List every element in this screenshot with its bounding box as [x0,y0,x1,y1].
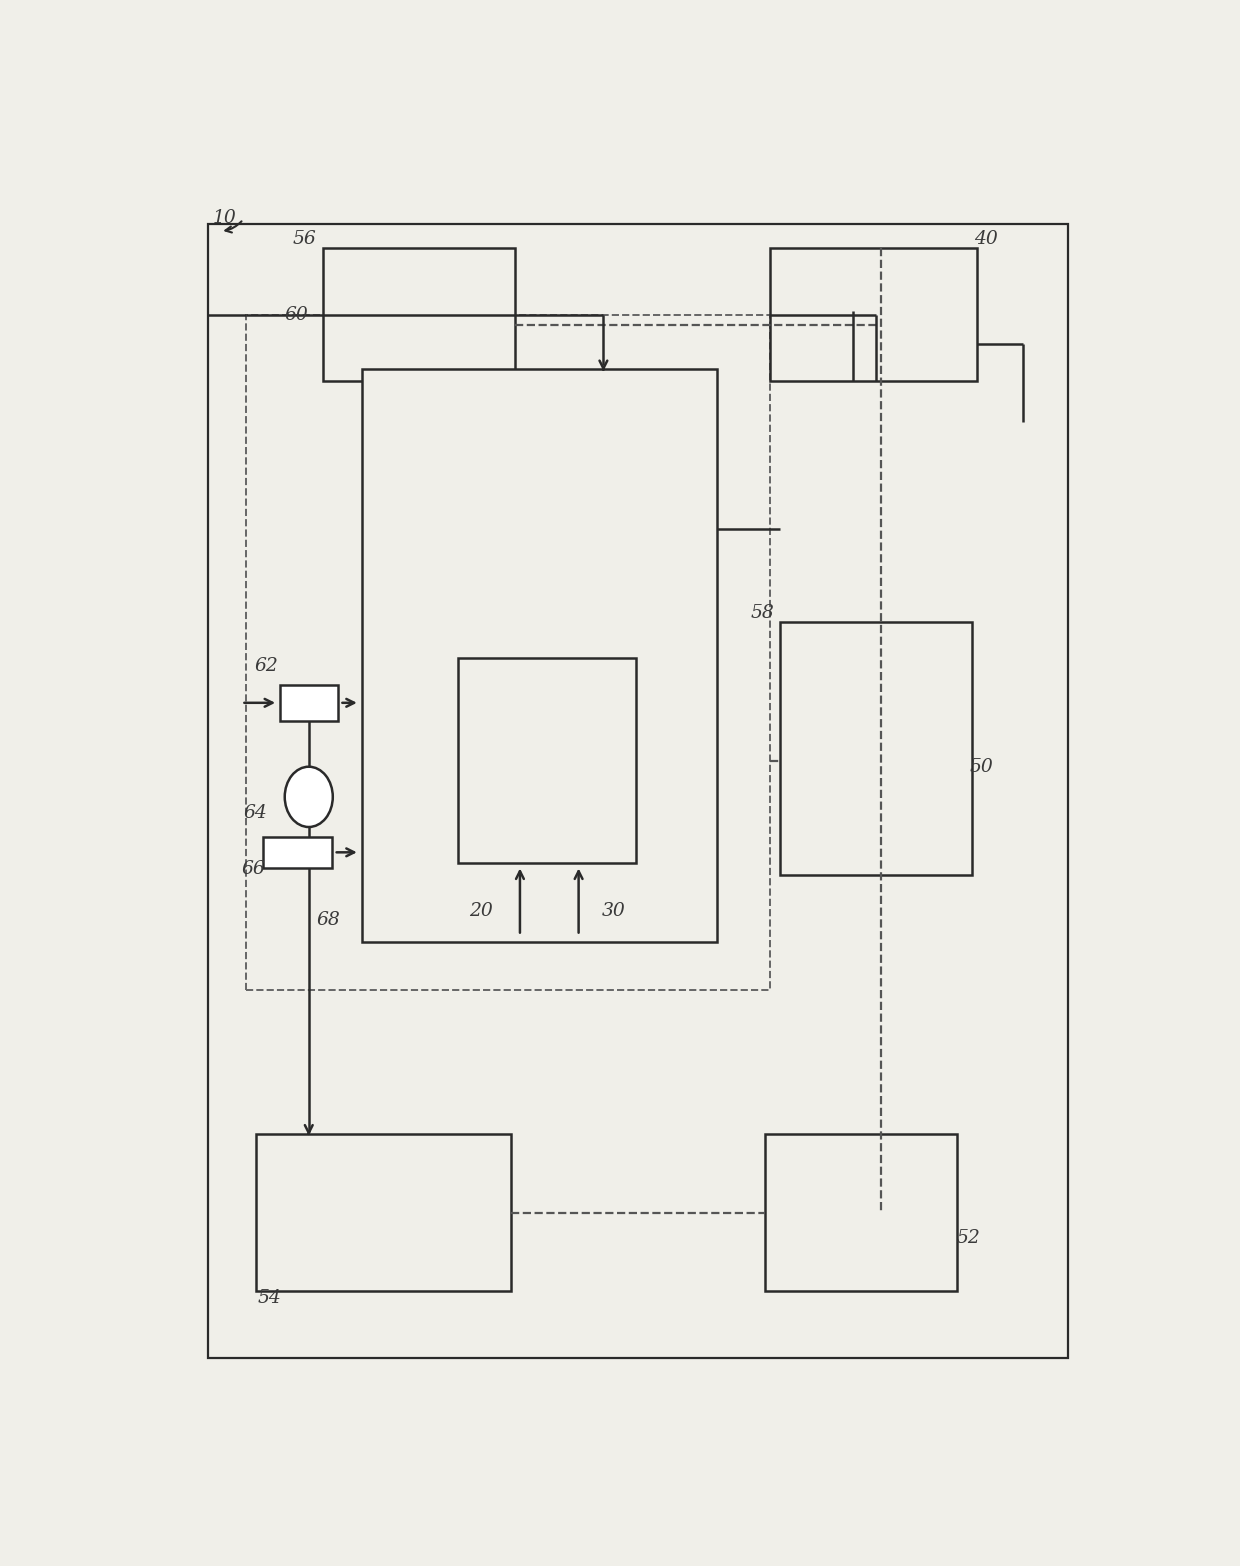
Text: 52: 52 [956,1229,981,1247]
Bar [324,247,516,381]
Bar [247,315,770,990]
Bar [208,224,1068,1358]
Bar [263,836,332,868]
Text: 56: 56 [293,230,316,247]
Bar [255,1134,511,1292]
Text: 20: 20 [469,902,494,919]
Text: 68: 68 [316,911,340,930]
Text: 60: 60 [285,307,309,324]
Circle shape [285,767,332,827]
Text: 50: 50 [970,758,993,777]
Bar [362,370,717,941]
Bar [770,247,977,381]
Bar [765,1134,957,1292]
Text: 54: 54 [258,1289,281,1308]
Text: 66: 66 [242,860,265,877]
Bar [458,658,635,863]
Text: 30: 30 [601,902,626,919]
Text: 62: 62 [254,658,278,675]
Bar [280,684,337,720]
Text: 40: 40 [973,230,997,247]
Text: 64: 64 [243,805,267,822]
Text: 58: 58 [751,604,775,622]
Bar [780,622,972,875]
Text: 10: 10 [213,208,237,227]
